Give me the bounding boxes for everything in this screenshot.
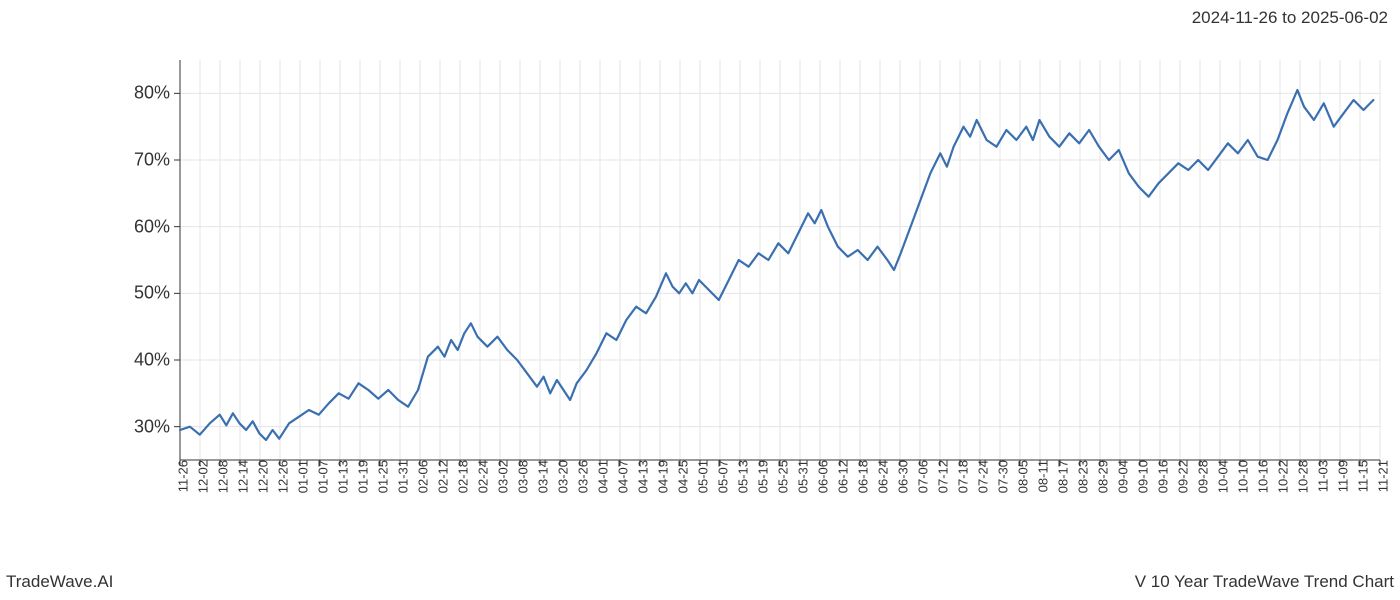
brand-label: TradeWave.AI [6,572,113,592]
x-tick-label: 01-01 [290,460,311,493]
x-tick-label: 07-06 [910,460,931,493]
x-tick-label: 11-26 [170,460,191,492]
x-tick-label: 05-31 [790,460,811,493]
x-tick-label: 11-21 [1370,460,1391,492]
x-tick-label: 04-25 [670,460,691,493]
x-tick-label: 06-06 [810,460,831,493]
x-tick-label: 09-28 [1190,460,1211,493]
x-tick-label: 08-05 [1010,460,1031,493]
x-tick-label: 02-18 [450,460,471,493]
x-tick-label: 06-24 [870,460,891,493]
x-tick-label: 12-26 [270,460,291,493]
y-tick-label: 80% [134,83,180,104]
x-tick-label: 03-14 [530,460,551,493]
x-tick-label: 12-14 [230,460,251,493]
x-tick-label: 10-10 [1230,460,1251,493]
chart-svg [180,60,1380,460]
x-tick-label: 01-19 [350,460,371,493]
chart-container: 30%40%50%60%70%80% 11-2612-0212-0812-141… [0,40,1400,560]
x-tick-label: 08-11 [1030,460,1051,492]
plot-area: 30%40%50%60%70%80% 11-2612-0212-0812-141… [180,60,1380,460]
x-tick-label: 05-25 [770,460,791,493]
x-tick-label: 09-16 [1150,460,1171,493]
x-tick-label: 11-09 [1330,460,1351,492]
x-tick-label: 10-28 [1290,460,1311,493]
x-tick-label: 02-06 [410,460,431,493]
x-tick-label: 01-31 [390,460,411,493]
x-tick-label: 06-18 [850,460,871,493]
x-tick-label: 01-07 [310,460,331,493]
x-tick-label: 03-26 [570,460,591,493]
x-tick-label: 03-20 [550,460,571,493]
x-tick-label: 05-07 [710,460,731,493]
date-range-label: 2024-11-26 to 2025-06-02 [1192,8,1388,28]
x-tick-label: 07-24 [970,460,991,493]
x-tick-label: 11-15 [1350,460,1371,492]
x-tick-label: 05-01 [690,460,711,493]
x-tick-label: 03-02 [490,460,511,493]
x-tick-label: 05-13 [730,460,751,493]
x-tick-label: 08-29 [1090,460,1111,493]
x-tick-label: 08-23 [1070,460,1091,493]
x-tick-label: 10-16 [1250,460,1271,493]
x-tick-label: 08-17 [1050,460,1071,493]
x-tick-label: 06-12 [830,460,851,493]
x-tick-label: 01-13 [330,460,351,493]
x-tick-label: 04-07 [610,460,631,493]
y-tick-label: 30% [134,416,180,437]
x-tick-label: 07-30 [990,460,1011,493]
x-tick-label: 10-04 [1210,460,1231,493]
x-tick-label: 07-18 [950,460,971,493]
x-tick-label: 09-22 [1170,460,1191,493]
x-tick-label: 11-03 [1310,460,1331,492]
x-tick-label: 09-04 [1110,460,1131,493]
y-tick-label: 60% [134,216,180,237]
x-tick-label: 10-22 [1270,460,1291,493]
x-tick-label: 06-30 [890,460,911,493]
y-tick-label: 50% [134,283,180,304]
x-tick-label: 05-19 [750,460,771,493]
x-tick-label: 01-25 [370,460,391,493]
y-tick-label: 70% [134,150,180,171]
x-tick-label: 02-12 [430,460,451,493]
x-tick-label: 04-13 [630,460,651,493]
y-tick-label: 40% [134,350,180,371]
x-tick-label: 07-12 [930,460,951,493]
x-tick-label: 03-08 [510,460,531,493]
chart-title-label: V 10 Year TradeWave Trend Chart [1135,572,1394,592]
x-tick-label: 12-02 [190,460,211,493]
x-tick-label: 02-24 [470,460,491,493]
x-tick-label: 04-01 [590,460,611,493]
x-tick-label: 12-08 [210,460,231,493]
x-tick-label: 04-19 [650,460,671,493]
x-tick-label: 12-20 [250,460,271,493]
x-tick-label: 09-10 [1130,460,1151,493]
